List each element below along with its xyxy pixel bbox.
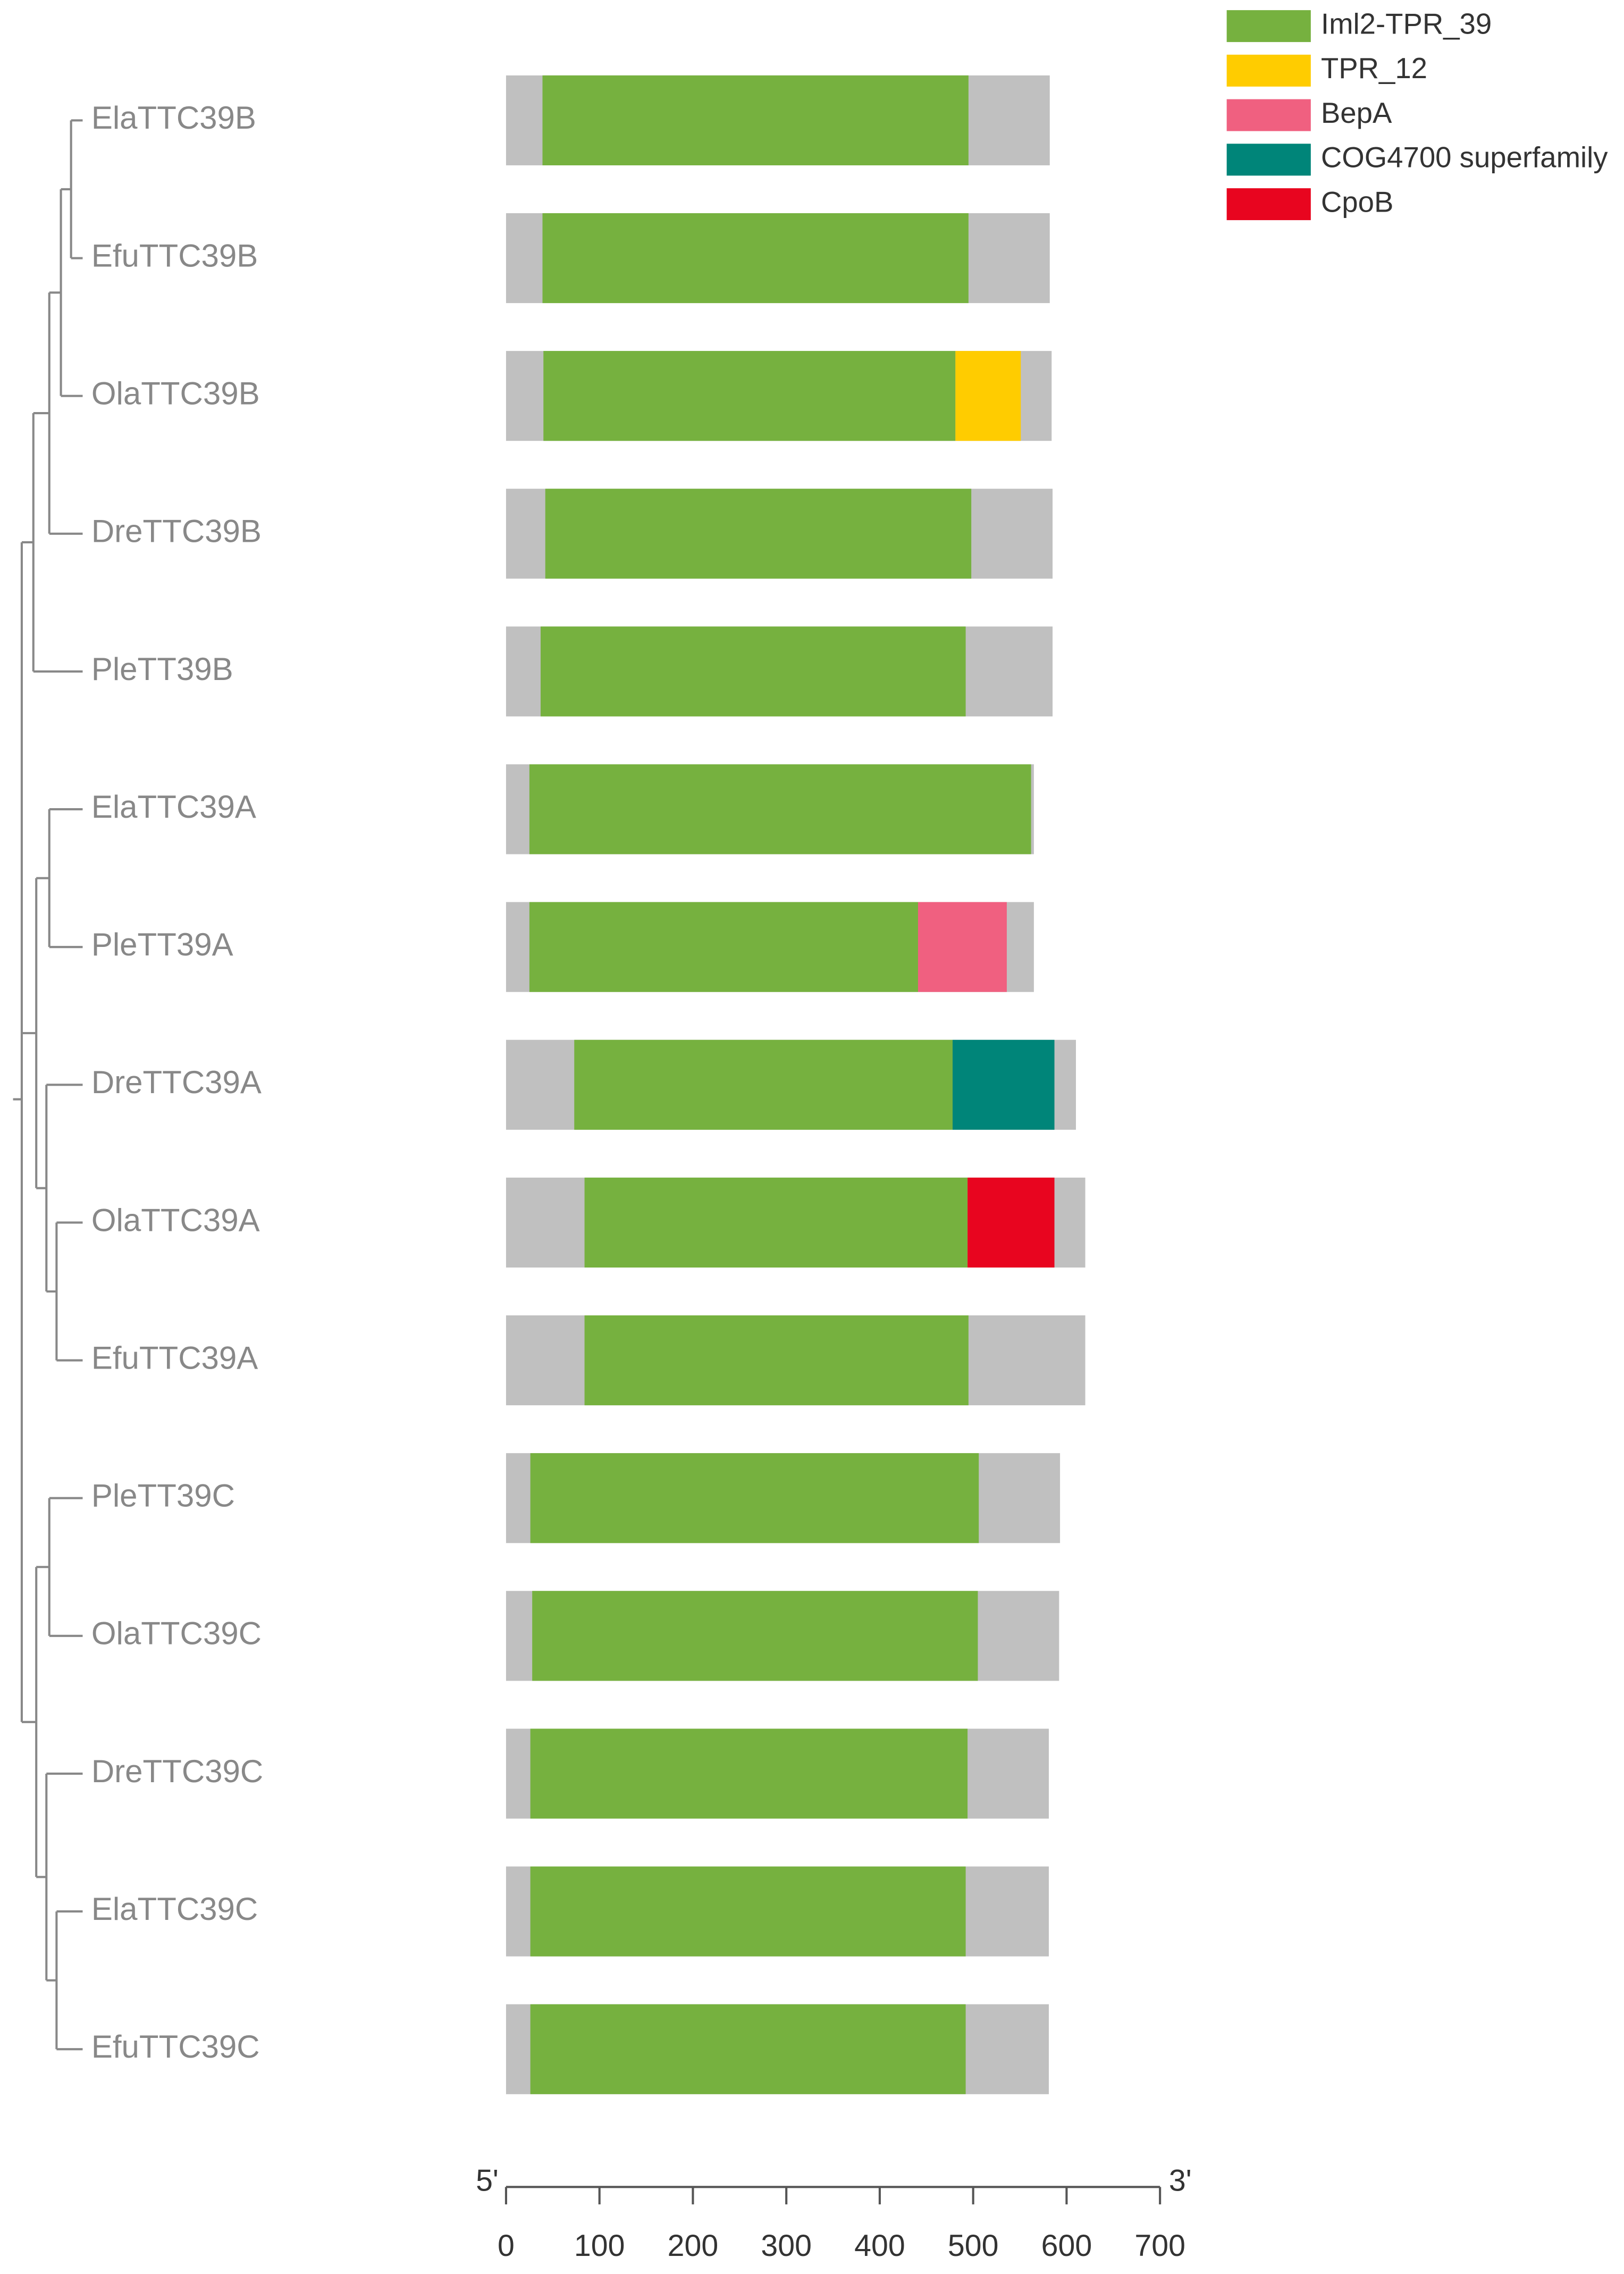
legend-swatch xyxy=(1226,54,1311,87)
domain-segment xyxy=(584,1177,968,1268)
domain-segment xyxy=(542,75,969,165)
protein-label: OlaTTC39C xyxy=(91,1616,262,1651)
domain-segment xyxy=(918,902,1007,992)
axis-start-label: 5' xyxy=(476,2163,499,2197)
x-tick-label: 600 xyxy=(1041,2229,1092,2263)
protein-label: PleTT39C xyxy=(91,1478,235,1514)
domain-segment xyxy=(955,351,1021,441)
domain-segment xyxy=(530,1453,979,1543)
legend-swatch xyxy=(1226,10,1311,43)
x-tick-label: 200 xyxy=(668,2229,719,2263)
protein-label: EfuTTC39A xyxy=(91,1340,258,1375)
domain-segment xyxy=(540,626,966,717)
legend-label: Iml2-TPR_39 xyxy=(1321,8,1492,40)
protein-label: PleTT39B xyxy=(91,651,233,687)
domain-segment xyxy=(542,213,969,304)
domain-segment xyxy=(529,764,1031,854)
domain-segment xyxy=(529,902,918,992)
domain-segment xyxy=(530,1866,966,1957)
domain-segment xyxy=(532,1591,978,1681)
legend-swatch xyxy=(1226,99,1311,131)
x-tick-label: 300 xyxy=(761,2229,812,2263)
x-tick-label: 700 xyxy=(1134,2229,1185,2263)
domain-segment xyxy=(584,1315,969,1406)
protein-label: ElaTTC39A xyxy=(91,789,256,825)
protein-label: OlaTTC39A xyxy=(91,1202,260,1238)
legend-swatch xyxy=(1226,188,1311,221)
legend-label: BepA xyxy=(1321,97,1392,129)
protein-label: EfuTTC39C xyxy=(91,2029,260,2065)
legend-label: CpoB xyxy=(1321,186,1393,218)
domain-segment xyxy=(967,1177,1055,1268)
domain-segment xyxy=(545,489,972,579)
protein-label: EfuTTC39B xyxy=(91,238,258,273)
protein-label: PleTT39A xyxy=(91,927,233,962)
x-tick-label: 100 xyxy=(574,2229,625,2263)
x-tick-label: 500 xyxy=(948,2229,999,2263)
protein-label: OlaTTC39B xyxy=(91,375,260,411)
legend-label: TPR_12 xyxy=(1321,52,1427,85)
protein-label: ElaTTC39B xyxy=(91,100,256,136)
protein-label: DreTTC39A xyxy=(91,1064,262,1100)
protein-label: DreTTC39B xyxy=(91,514,262,549)
x-tick-label: 0 xyxy=(498,2229,515,2263)
axis-end-label: 3' xyxy=(1169,2163,1192,2197)
legend-swatch xyxy=(1226,144,1311,176)
x-tick-label: 400 xyxy=(854,2229,905,2263)
domain-segment xyxy=(574,1039,953,1130)
legend-label: COG4700 superfamily xyxy=(1321,141,1608,174)
domain-segment xyxy=(530,1728,968,1819)
protein-label: ElaTTC39C xyxy=(91,1891,258,1927)
domain-segment xyxy=(952,1039,1055,1130)
domain-segment xyxy=(530,2004,966,2094)
protein-label: DreTTC39C xyxy=(91,1753,263,1789)
domain-segment xyxy=(543,351,956,441)
